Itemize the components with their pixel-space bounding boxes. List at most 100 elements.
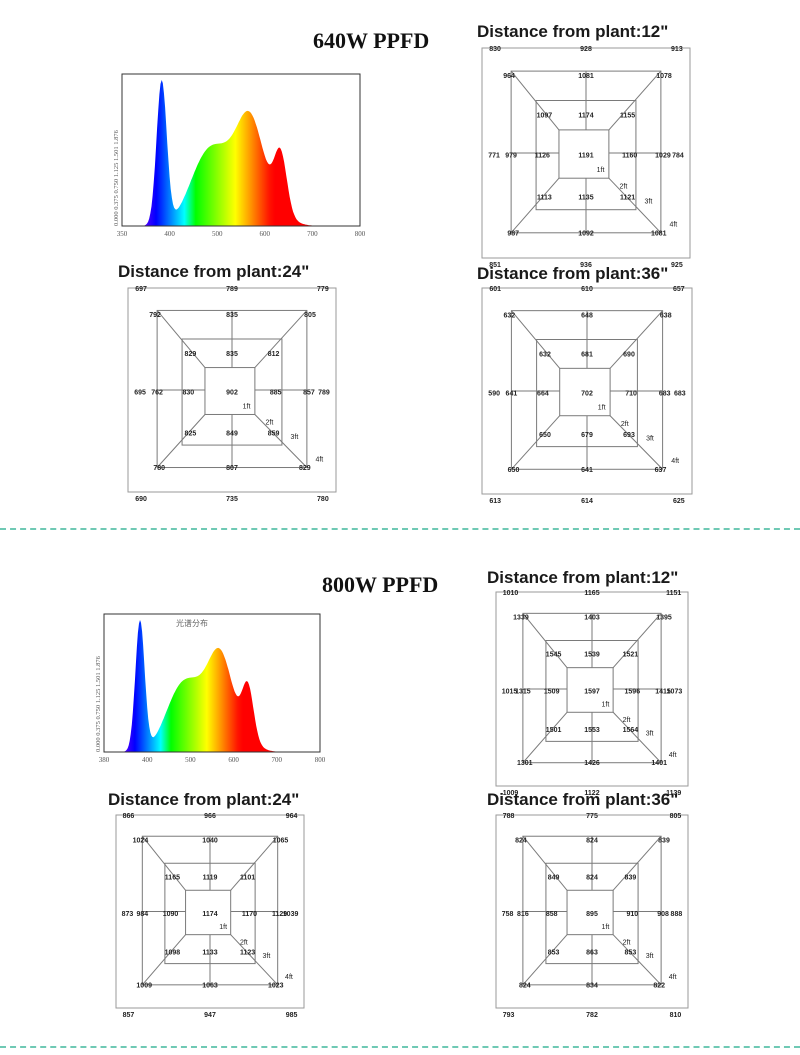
ppfd-value: 1081 [651, 230, 667, 237]
ppfd-value: 1155 [620, 113, 635, 120]
ppfd-value: 839 [658, 838, 670, 845]
ppfd-value: 1010 [503, 590, 519, 597]
ppfd-value: 816 [517, 911, 529, 918]
ppfd-value: 1596 [625, 688, 641, 695]
ppfd-value: 735 [226, 496, 238, 503]
ppfd-value: 1415 [655, 688, 671, 695]
ppfd-value: 784 [672, 153, 684, 160]
ppfd-value: 780 [317, 496, 329, 503]
ppfd-value: 1023 [268, 982, 284, 989]
ppfd-value: 829 [299, 465, 311, 472]
section-divider-1 [0, 528, 800, 530]
grid-diagonal [511, 310, 561, 369]
ppfd-value: 863 [586, 950, 598, 957]
ppfd-value: 1174 [202, 911, 217, 918]
ppfd-value: 664 [537, 391, 549, 398]
spectrum-x-tick: 800 [315, 756, 326, 764]
spectrum-x-tick: 600 [228, 756, 239, 764]
ppfd-value: 657 [673, 286, 685, 293]
ppfd-value: 650 [539, 432, 551, 439]
ppfd-value: 1165 [584, 590, 599, 597]
ppfd-value: 1123 [240, 950, 255, 957]
ppfd-value: 610 [581, 286, 593, 293]
ppfd-value: 683 [659, 391, 671, 398]
ppfd-value: 1139 [666, 790, 681, 797]
ppfd-value: 964 [503, 73, 515, 80]
ppfd-value: 849 [226, 430, 238, 437]
grid-ring-3 [204, 367, 256, 415]
ppfd-value: 866 [123, 813, 135, 820]
grid-diagonal [609, 310, 663, 369]
spectrum-x-tick: 400 [164, 230, 175, 238]
spectrum-x-tick: 350 [117, 230, 128, 238]
ppfd-value: 702 [581, 391, 593, 398]
spectrum-x-tick: 700 [272, 756, 283, 764]
grid-ring-3 [185, 889, 232, 936]
ring-label-4ft: 4ft [315, 456, 323, 463]
ring-label-3ft: 3ft [646, 435, 654, 442]
ppfd-value: 1090 [163, 911, 179, 918]
ring-label-4ft: 4ft [285, 974, 293, 981]
ring-label-2ft: 2ft [620, 184, 628, 191]
ring-label-2ft: 2ft [623, 939, 631, 946]
ppfd-value: 1073 [667, 688, 683, 695]
ppfd-value: 1063 [202, 982, 218, 989]
ppfd-value: 913 [671, 46, 683, 53]
ppfd-value: 1126 [535, 153, 550, 160]
grid-diagonal [230, 835, 279, 891]
ppfd-value: 1009 [503, 790, 519, 797]
ring-label-2ft: 2ft [621, 421, 629, 428]
grid-ring-3 [558, 129, 610, 179]
ring-label-1ft: 1ft [219, 924, 227, 931]
ppfd-value: 1301 [517, 760, 533, 767]
ppfd-value: 1009 [136, 982, 152, 989]
grid-diagonal [230, 934, 279, 986]
grid-diagonal [612, 934, 662, 986]
ppfd-value: 830 [489, 46, 501, 53]
ppfd-value: 1078 [656, 73, 672, 80]
grid-diagonal [141, 835, 186, 891]
ppfd-value: 885 [270, 390, 282, 397]
ppfd-value: 697 [135, 286, 147, 293]
ppfd-value: 1119 [203, 874, 218, 881]
ppfd-value: 835 [226, 312, 238, 319]
spectrum-frame [103, 613, 321, 753]
grid-frame [115, 814, 305, 1009]
ppfd-value: 895 [586, 911, 598, 918]
ring-label-2ft: 2ft [266, 420, 274, 427]
ppfd-value: 873 [122, 911, 134, 918]
ring-label-2ft: 2ft [623, 717, 631, 724]
ppfd-value: 834 [586, 982, 598, 989]
ppfd-value: 762 [151, 390, 163, 397]
ppfd-value: 1040 [202, 838, 218, 845]
grid-diagonal [609, 415, 663, 470]
ppfd-value: 792 [149, 312, 161, 319]
ppfd-value: 793 [503, 1012, 515, 1019]
grid-ring-3 [566, 889, 614, 936]
ppfd-value: 1501 [546, 727, 562, 734]
ppfd-value: 771 [488, 153, 500, 160]
grid-diagonal [612, 613, 662, 668]
ppfd-value: 805 [670, 813, 682, 820]
ppfd-value: 1065 [273, 838, 289, 845]
spectrum-y-ticks: 0.000 0.375 0.750 1.125 1.501 1.876 [95, 655, 102, 752]
ppfd-value: 1401 [651, 760, 667, 767]
grid-diagonal [510, 177, 560, 234]
spectrum-x-tick: 380 [99, 756, 110, 764]
ring-label-1ft: 1ft [602, 924, 610, 931]
ppfd-value: 928 [580, 46, 592, 53]
grid-ring-3 [566, 667, 614, 713]
spectrum-x-tick: 600 [260, 230, 271, 238]
ppfd-value: 1122 [584, 790, 599, 797]
ppfd-value: 851 [489, 262, 501, 269]
ppfd-value: 1191 [578, 153, 593, 160]
ring-label-3ft: 3ft [291, 434, 299, 441]
ppfd-value: 824 [519, 982, 531, 989]
grid-diagonal [510, 70, 560, 131]
ppfd-value: 849 [548, 874, 560, 881]
ppfd-value: 1509 [544, 688, 560, 695]
ppfd-value: 858 [546, 911, 558, 918]
ppfd-value: 824 [586, 874, 598, 881]
